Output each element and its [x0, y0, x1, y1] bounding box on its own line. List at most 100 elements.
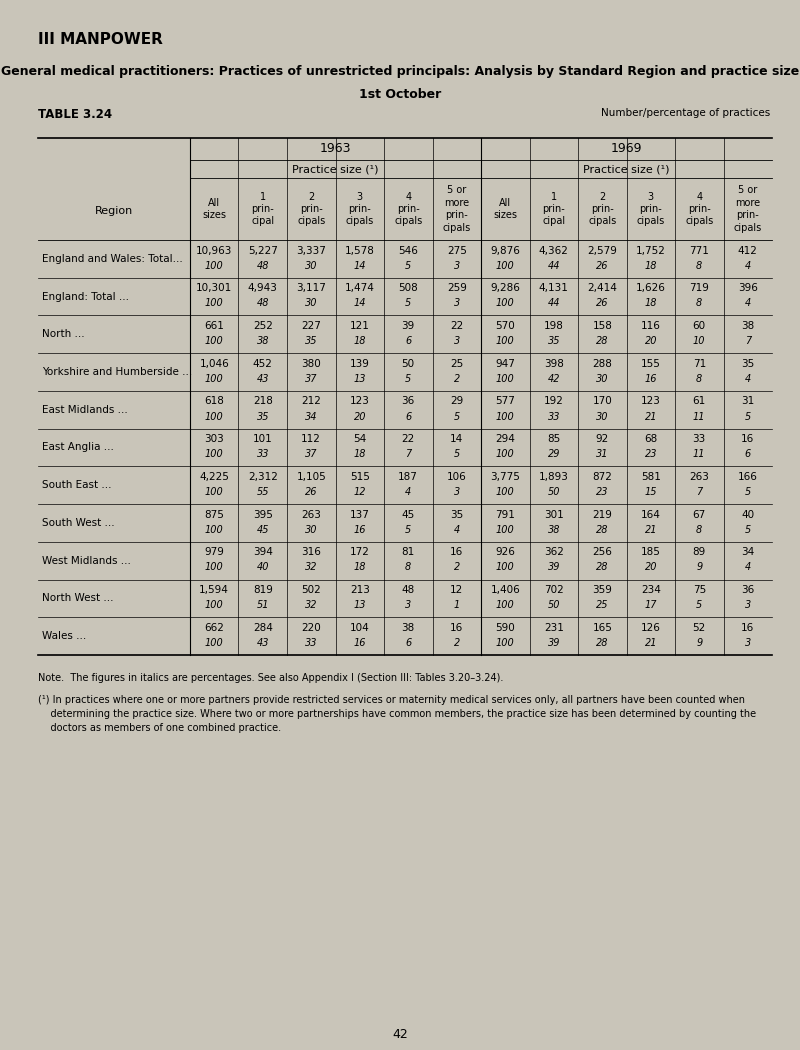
- Text: 44: 44: [547, 260, 560, 271]
- Text: 1963: 1963: [320, 143, 351, 155]
- Text: 30: 30: [596, 374, 609, 384]
- Text: 61: 61: [693, 397, 706, 406]
- Text: 9: 9: [696, 563, 702, 572]
- Text: 581: 581: [641, 471, 661, 482]
- Text: 137: 137: [350, 509, 370, 520]
- Text: 2
prin-
cipals: 2 prin- cipals: [588, 191, 616, 227]
- Text: 25: 25: [450, 359, 463, 369]
- Text: Number/percentage of practices: Number/percentage of practices: [601, 108, 770, 118]
- Text: 234: 234: [641, 585, 661, 595]
- Text: All
sizes: All sizes: [202, 197, 226, 220]
- Text: 1,474: 1,474: [345, 284, 374, 293]
- Text: 6: 6: [405, 638, 411, 648]
- Text: 92: 92: [596, 435, 609, 444]
- Text: 18: 18: [645, 298, 657, 309]
- Text: 227: 227: [302, 321, 321, 331]
- Text: doctors as members of one combined practice.: doctors as members of one combined pract…: [38, 723, 281, 733]
- Text: 11: 11: [693, 449, 706, 459]
- Text: 5: 5: [405, 374, 411, 384]
- Text: 100: 100: [496, 638, 514, 648]
- Text: East Anglia ...: East Anglia ...: [42, 442, 114, 453]
- Text: 29: 29: [547, 449, 560, 459]
- Text: 37: 37: [305, 374, 318, 384]
- Text: 719: 719: [690, 284, 709, 293]
- Text: 1,626: 1,626: [636, 284, 666, 293]
- Text: 166: 166: [738, 471, 758, 482]
- Text: 570: 570: [495, 321, 515, 331]
- Text: 1: 1: [454, 601, 460, 610]
- Text: 872: 872: [592, 471, 612, 482]
- Text: 55: 55: [257, 487, 269, 497]
- Text: 7: 7: [405, 449, 411, 459]
- Text: 8: 8: [696, 525, 702, 534]
- Text: 4
prin-
cipals: 4 prin- cipals: [685, 191, 714, 227]
- Text: 316: 316: [302, 547, 321, 558]
- Text: 5: 5: [745, 525, 751, 534]
- Text: 71: 71: [693, 359, 706, 369]
- Text: 4
prin-
cipals: 4 prin- cipals: [394, 191, 422, 227]
- Text: 4,943: 4,943: [248, 284, 278, 293]
- Text: 100: 100: [496, 487, 514, 497]
- Text: Practice size (¹): Practice size (¹): [583, 164, 670, 174]
- Text: 4: 4: [405, 487, 411, 497]
- Text: 25: 25: [596, 601, 609, 610]
- Text: 362: 362: [544, 547, 564, 558]
- Text: 21: 21: [645, 412, 657, 421]
- Text: 5: 5: [696, 601, 702, 610]
- Text: 44: 44: [547, 298, 560, 309]
- Text: 187: 187: [398, 471, 418, 482]
- Text: 3: 3: [454, 487, 460, 497]
- Text: 263: 263: [690, 471, 709, 482]
- Text: 21: 21: [645, 638, 657, 648]
- Text: 54: 54: [353, 435, 366, 444]
- Text: 13: 13: [354, 601, 366, 610]
- Text: 259: 259: [447, 284, 466, 293]
- Text: 16: 16: [645, 374, 657, 384]
- Text: 301: 301: [544, 509, 564, 520]
- Text: 2: 2: [454, 638, 460, 648]
- Text: 13: 13: [354, 374, 366, 384]
- Text: 28: 28: [596, 525, 609, 534]
- Text: 126: 126: [641, 623, 661, 633]
- Text: 5 or
more
prin-
cipals: 5 or more prin- cipals: [442, 186, 471, 233]
- Text: 112: 112: [302, 435, 321, 444]
- Text: 36: 36: [402, 397, 415, 406]
- Text: 100: 100: [496, 374, 514, 384]
- Text: 303: 303: [204, 435, 224, 444]
- Text: 3: 3: [745, 601, 751, 610]
- Text: 121: 121: [350, 321, 370, 331]
- Text: 155: 155: [641, 359, 661, 369]
- Text: 5: 5: [405, 260, 411, 271]
- Text: 40: 40: [257, 563, 269, 572]
- Text: 979: 979: [204, 547, 224, 558]
- Text: 398: 398: [544, 359, 564, 369]
- Text: 26: 26: [305, 487, 318, 497]
- Text: 30: 30: [305, 260, 318, 271]
- Text: 35: 35: [450, 509, 463, 520]
- Text: 38: 38: [402, 623, 415, 633]
- Text: 7: 7: [745, 336, 751, 346]
- Text: 100: 100: [205, 260, 224, 271]
- Text: 875: 875: [204, 509, 224, 520]
- Text: 256: 256: [592, 547, 612, 558]
- Text: 68: 68: [644, 435, 658, 444]
- Text: 48: 48: [402, 585, 415, 595]
- Text: 100: 100: [205, 563, 224, 572]
- Text: 116: 116: [641, 321, 661, 331]
- Text: 1,594: 1,594: [199, 585, 229, 595]
- Text: 2
prin-
cipals: 2 prin- cipals: [297, 191, 326, 227]
- Text: North ...: North ...: [42, 330, 85, 339]
- Text: General medical practitioners: Practices of unrestricted principals: Analysis by: General medical practitioners: Practices…: [1, 65, 799, 78]
- Text: 100: 100: [496, 298, 514, 309]
- Text: 4: 4: [454, 525, 460, 534]
- Text: 16: 16: [354, 525, 366, 534]
- Text: 16: 16: [450, 547, 463, 558]
- Text: 18: 18: [354, 563, 366, 572]
- Text: 100: 100: [205, 412, 224, 421]
- Text: 1
prin-
cipal: 1 prin- cipal: [251, 191, 274, 227]
- Text: 100: 100: [205, 336, 224, 346]
- Text: 3,775: 3,775: [490, 471, 520, 482]
- Text: 396: 396: [738, 284, 758, 293]
- Text: Note.  The figures in italics are percentages. See also Appendix I (Section III:: Note. The figures in italics are percent…: [38, 673, 503, 683]
- Text: 32: 32: [305, 601, 318, 610]
